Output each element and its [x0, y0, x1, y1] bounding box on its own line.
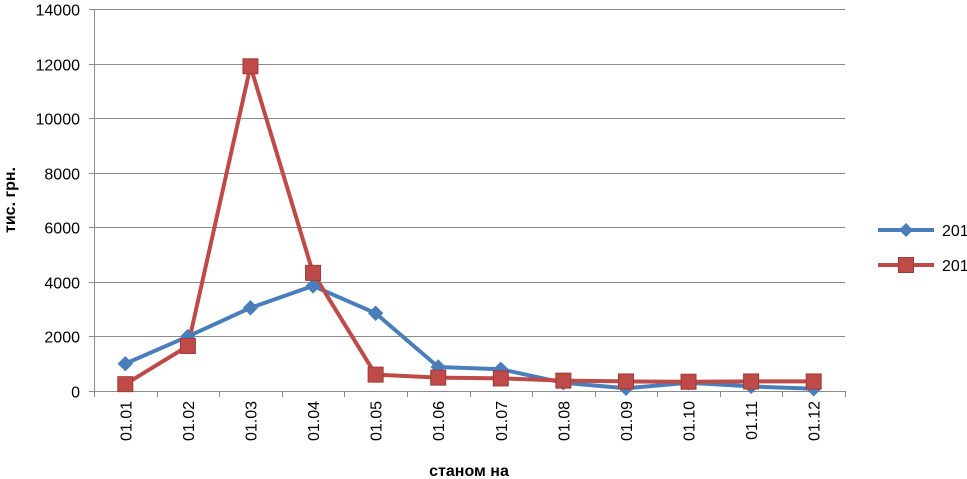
data-point-2012 [555, 372, 572, 389]
data-point-2012 [680, 373, 697, 390]
x-tick-label: 01.10 [682, 401, 699, 441]
x-tick-label: 01.09 [619, 401, 636, 441]
x-tick-label: 01.07 [494, 401, 511, 441]
x-axis-title: станом на [429, 463, 509, 479]
series-lines [123, 64, 816, 391]
x-tick-label: 01.11 [744, 401, 761, 440]
x-tick-label: 01.02 [181, 401, 198, 441]
legend-label-2011: 2011 [942, 223, 967, 240]
data-point-2012 [617, 373, 634, 390]
x-tick-label: 01.06 [431, 401, 448, 441]
x-tick-label: 01.12 [807, 401, 824, 441]
y-tick-label: 2000 [44, 330, 80, 347]
y-tick-label: 10000 [36, 112, 81, 129]
data-point-2011 [242, 300, 259, 316]
gridlines [94, 9, 845, 337]
x-tick-label: 01.05 [369, 401, 386, 441]
y-tick-label: 12000 [36, 58, 81, 75]
y-tick-label: 8000 [44, 167, 80, 184]
y-axis-ticks: 0 2000 4000 6000 8000 10000 12000 14000 [36, 3, 94, 402]
data-point-2012 [242, 58, 259, 75]
y-axis-title: тис. грн. [2, 167, 19, 233]
x-tick-label: 01.08 [556, 401, 573, 441]
y-tick-label: 6000 [44, 221, 80, 238]
data-point-2011 [305, 278, 321, 294]
data-point-2012 [743, 373, 760, 390]
data-point-2012 [367, 366, 384, 383]
series-line-2011 [123, 283, 816, 391]
data-point-2012 [179, 337, 196, 354]
data-point-2012 [805, 373, 822, 390]
y-tick-label: 4000 [44, 276, 80, 293]
series-markers [117, 58, 822, 397]
legend-marker-2012 [898, 257, 914, 273]
y-tick-label: 0 [71, 385, 80, 402]
legend-marker-2011 [899, 223, 913, 237]
data-point-2012 [117, 376, 134, 393]
series-line-2012 [123, 64, 816, 387]
x-tick-label: 01.01 [118, 401, 135, 441]
x-tick-label: 01.03 [243, 401, 260, 441]
y-tick-label: 14000 [36, 3, 81, 20]
data-point-2012 [430, 369, 447, 386]
x-axis-ticks: 01.01 01.02 01.03 01.04 01.05 01.06 01.07 01.08… [94, 391, 846, 441]
axes [94, 9, 845, 392]
data-point-2012 [492, 370, 509, 387]
data-point-2011 [117, 356, 133, 372]
data-point-2012 [305, 264, 322, 281]
x-tick-label: 01.04 [306, 401, 323, 441]
data-point-2011 [367, 305, 384, 321]
